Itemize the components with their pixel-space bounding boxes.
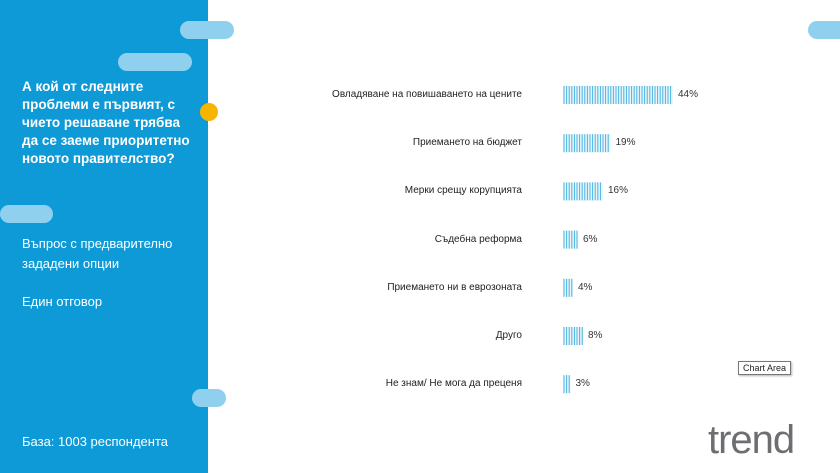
decor-pill <box>192 389 226 407</box>
category-label: Приемането ни в еврозоната <box>387 281 522 293</box>
answer-type-note: Един отговор <box>22 294 103 309</box>
bar <box>563 182 603 201</box>
bar <box>563 230 578 249</box>
value-label: 3% <box>575 378 590 390</box>
value-label: 44% <box>678 89 699 100</box>
bar <box>563 375 571 394</box>
question-text: А кой от следните проблеми е първият, с … <box>22 79 190 166</box>
decor-pill <box>808 21 840 39</box>
category-label: Овладяване на повишаването на цените <box>332 89 522 100</box>
value-label: 8% <box>588 330 603 341</box>
bar <box>563 327 583 345</box>
question-type-note: Въпрос с предварително зададени опции <box>22 234 172 274</box>
category-label: Друго <box>495 330 522 341</box>
chart-area-tooltip: Chart Area <box>738 361 792 375</box>
category-label: Не знам/ Не мога да преценя <box>385 378 522 390</box>
value-label: 6% <box>583 233 598 245</box>
question-type-line2: зададени опции <box>22 256 120 271</box>
category-label: Приемането на бюджет <box>412 137 522 149</box>
sidebar-panel: А кой от следните проблеми е първият, с … <box>0 0 208 473</box>
accent-dot <box>200 103 218 121</box>
value-label: 19% <box>615 137 636 149</box>
value-label: 16% <box>608 185 629 197</box>
decor-pill <box>118 53 192 71</box>
decor-pill <box>180 21 234 39</box>
bar <box>563 278 573 297</box>
category-label: Мерки срещу корупцията <box>404 185 522 197</box>
category-label: Съдебна реформа <box>434 233 522 245</box>
decor-pill <box>0 205 53 223</box>
value-label: 4% <box>578 281 593 293</box>
trend-logo: trend <box>708 418 795 462</box>
bar <box>563 134 611 153</box>
base-note: База: 1003 респондента <box>22 434 169 449</box>
bar <box>563 86 673 104</box>
question-type-line1: Въпрос с предварително <box>22 236 173 251</box>
